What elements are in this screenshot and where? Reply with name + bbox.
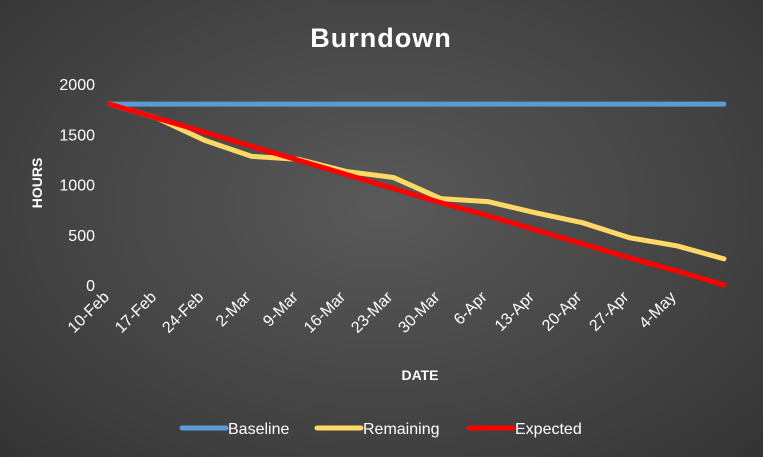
y-tick-label: 500 [68,228,95,245]
x-tick-label: 27-Apr [586,288,632,334]
x-tick-label: 2-Mar [213,288,255,330]
x-axis-label: DATE [401,367,438,383]
x-tick-label: 17-Feb [112,289,160,337]
y-axis: 0 500 1000 1500 2000 [59,77,95,295]
legend-label-remaining: Remaining [363,421,439,438]
legend-label-expected: Expected [515,421,582,438]
chart-title: Burndown [310,23,451,53]
x-tick-label: 9-Mar [260,288,302,330]
legend-label-baseline: Baseline [228,421,289,438]
series-line-remaining [107,101,727,262]
plot-area [107,101,727,288]
y-axis-label: HOURS [29,158,45,209]
y-tick-label: 1000 [59,178,95,195]
x-tick-label: 6-Apr [451,288,491,328]
x-tick-label: 16-Mar [301,288,349,336]
x-axis: 10-Feb 17-Feb 24-Feb 2-Mar 9-Mar 16-Mar 23-Mar… [65,288,680,336]
x-tick-label: 4-May [636,289,679,332]
x-tick-label: 13-Apr [492,288,538,334]
x-tick-label: 23-Mar [348,288,396,336]
x-tick-label: 20-Apr [539,288,585,334]
x-tick-label: 24-Feb [159,289,207,337]
x-tick-label: 10-Feb [65,289,113,337]
x-tick-label: 30-Mar [396,288,444,336]
y-tick-label: 0 [86,278,95,295]
y-tick-label: 1500 [59,127,95,144]
series-line-expected [107,101,727,288]
y-tick-label: 2000 [59,77,95,94]
legend: Baseline Remaining Expected [179,421,582,438]
